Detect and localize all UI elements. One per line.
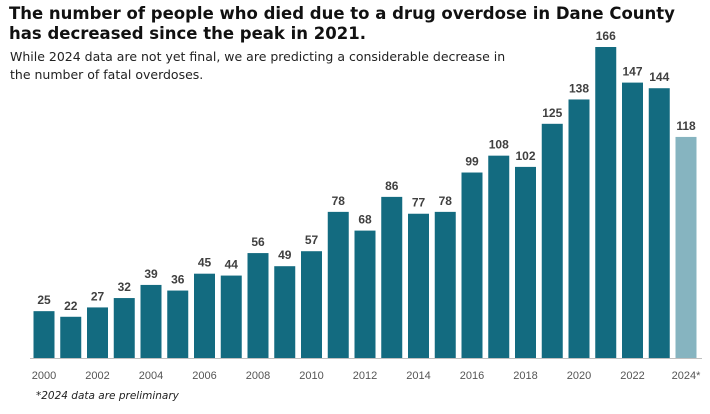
bar-2007 [220, 275, 242, 358]
bar-2019 [541, 123, 563, 358]
bar-2016 [461, 172, 483, 358]
bar-2013 [381, 196, 403, 358]
data-label-2008: 56 [251, 235, 265, 249]
data-label-2020: 138 [569, 81, 589, 95]
data-label-2010: 57 [305, 233, 319, 247]
chart-subtitle: While 2024 data are not yet final, we ar… [10, 49, 506, 82]
data-label-2017: 108 [489, 138, 509, 152]
bar-2001 [60, 316, 82, 358]
x-tick-label-2006: 2006 [192, 370, 216, 382]
x-tick-label-2014: 2014 [406, 370, 430, 382]
data-labels-layer: 25 22 27 32 39 36 45 44 56 49 57 78 68 86 77 78 99 108 102… [37, 29, 696, 313]
bar-2008 [247, 253, 269, 358]
data-label-2014: 77 [412, 196, 426, 210]
bar-2020 [568, 99, 590, 359]
x-tick-label-2010: 2010 [299, 370, 323, 382]
bar-2017 [488, 155, 510, 358]
bar-2024 [675, 136, 697, 358]
data-label-2002: 27 [91, 289, 105, 303]
bar-2002 [87, 307, 108, 358]
x-tick-label-2008: 2008 [246, 370, 270, 382]
data-label-2019: 125 [542, 106, 562, 120]
bar-2015 [434, 211, 456, 358]
bar-2003 [113, 298, 135, 358]
data-label-2009: 49 [278, 248, 292, 262]
data-label-2011: 78 [332, 194, 346, 208]
data-label-2004: 39 [144, 267, 158, 281]
data-label-2000: 25 [37, 293, 51, 307]
bar-2005 [167, 290, 189, 358]
bars-layer [33, 47, 697, 359]
data-label-2012: 68 [358, 213, 372, 227]
x-tick-label-2022: 2022 [620, 370, 644, 382]
bar-2000 [33, 311, 55, 358]
x-tick-labels-layer: 2000 2002 2004 2006 2008 2010 2012 2014 2016 2018… [32, 370, 701, 382]
data-label-2018: 102 [515, 149, 535, 163]
x-tick-label-2004: 2004 [139, 370, 163, 382]
data-label-2023: 144 [649, 70, 669, 84]
bar-2021 [595, 47, 617, 358]
chart-title: The number of people who died due to a d… [9, 4, 675, 43]
data-label-2005: 36 [171, 273, 185, 287]
data-label-2001: 22 [64, 299, 78, 313]
bar-2009 [274, 266, 296, 358]
data-label-2007: 44 [225, 258, 239, 272]
data-label-2022: 147 [622, 65, 642, 79]
bar-2010 [301, 251, 322, 358]
data-label-2006: 45 [198, 256, 212, 270]
x-tick-label-2016: 2016 [460, 370, 484, 382]
bar-2011 [327, 211, 349, 358]
data-label-2016: 99 [465, 155, 479, 169]
bar-2023 [648, 88, 670, 358]
x-tick-label-2012: 2012 [353, 370, 377, 382]
bar-2014 [408, 213, 429, 358]
x-tick-label-2020: 2020 [567, 370, 591, 382]
x-tick-label-2024: 2024* [672, 370, 701, 382]
x-tick-label-2000: 2000 [32, 370, 56, 382]
x-tick-label-2018: 2018 [513, 370, 537, 382]
bar-2006 [194, 273, 215, 358]
data-label-2013: 86 [385, 179, 399, 193]
bar-2012 [354, 230, 376, 358]
bar-2004 [140, 284, 162, 358]
data-label-2024: 118 [676, 119, 696, 133]
bar-2022 [622, 82, 643, 358]
footnote: *2024 data are preliminary [36, 390, 179, 402]
data-label-2021: 166 [596, 29, 616, 43]
bar-2018 [515, 166, 536, 358]
data-label-2003: 32 [118, 280, 132, 294]
data-label-2015: 78 [439, 194, 453, 208]
x-tick-label-2002: 2002 [85, 370, 109, 382]
